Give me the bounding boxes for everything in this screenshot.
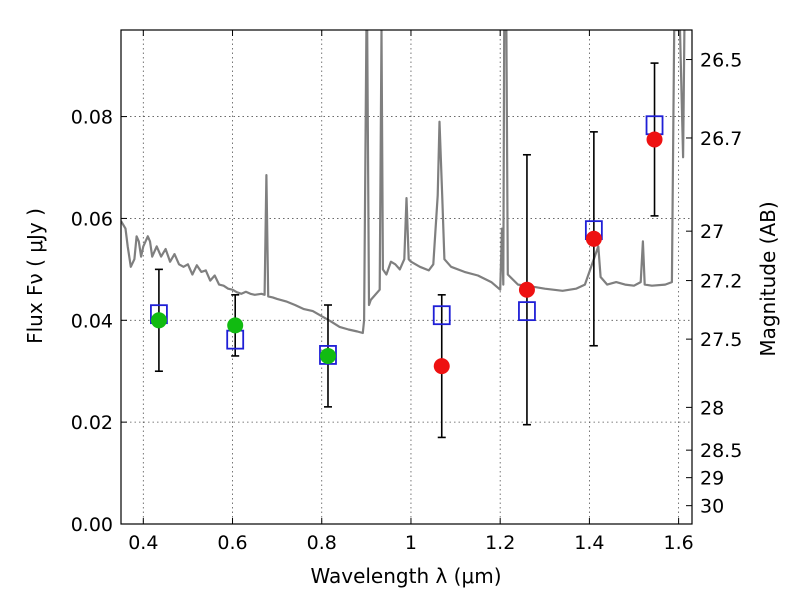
observed-point-1-2 (585, 230, 602, 247)
grid-lines (121, 30, 692, 525)
observed-point-1-0 (433, 358, 450, 375)
model-square-4 (518, 301, 536, 322)
x-tick-label-0: 0.4 (128, 532, 158, 554)
tick-marks (121, 30, 692, 525)
y-axis-title: Flux Fν ( μJy ) (23, 208, 47, 344)
plot-frame (120, 29, 693, 525)
observed-point-1-3 (646, 131, 663, 148)
observed-point-0-2 (319, 347, 336, 364)
model-square-3 (432, 305, 451, 326)
right-tick-label-2: 27 (700, 221, 724, 243)
tick-labels: 0.4 0.6 0.8 1 1.2 1.4 1.6 0.00 0.02 0.04 0.06 0.08 2… (71, 50, 743, 554)
right-tick-label-3: 27.2 (700, 271, 742, 293)
right-axis-title: Magnitude (AB) (756, 201, 780, 356)
errorbar-layer (154, 62, 659, 439)
right-tick-label-5: 28 (700, 397, 724, 419)
x-tick-label-5: 1.4 (574, 532, 604, 554)
plot-border (120, 29, 693, 525)
observed-point-0-1 (227, 317, 244, 334)
right-tick-label-4: 27.5 (700, 329, 742, 351)
y-tick-label-4: 0.08 (71, 107, 113, 129)
y-tick-label-2: 0.04 (71, 310, 113, 332)
x-tick-label-4: 1.2 (485, 532, 515, 554)
right-tick-label-8: 30 (700, 496, 724, 518)
right-tick-label-0: 26.5 (700, 50, 742, 72)
y-tick-label-0: 0.00 (71, 514, 113, 536)
observed-marker-layer (150, 131, 663, 375)
y-tick-label-1: 0.02 (71, 412, 113, 434)
right-tick-label-6: 28.5 (700, 440, 742, 462)
x-tick-label-2: 0.8 (307, 532, 337, 554)
observed-point-0-0 (150, 312, 167, 329)
right-tick-label-7: 29 (700, 468, 724, 490)
observed-point-1-1 (518, 281, 535, 298)
right-tick-label-1: 26.7 (700, 128, 742, 150)
x-axis-title: Wavelength λ (μm) (310, 564, 501, 588)
x-tick-label-3: 1 (405, 532, 417, 554)
spectrum-layer (121, 30, 686, 335)
y-tick-label-3: 0.06 (71, 208, 113, 230)
spectrum-line (121, 30, 686, 335)
x-tick-label-1: 0.6 (217, 532, 247, 554)
x-tick-label-6: 1.6 (664, 532, 694, 554)
